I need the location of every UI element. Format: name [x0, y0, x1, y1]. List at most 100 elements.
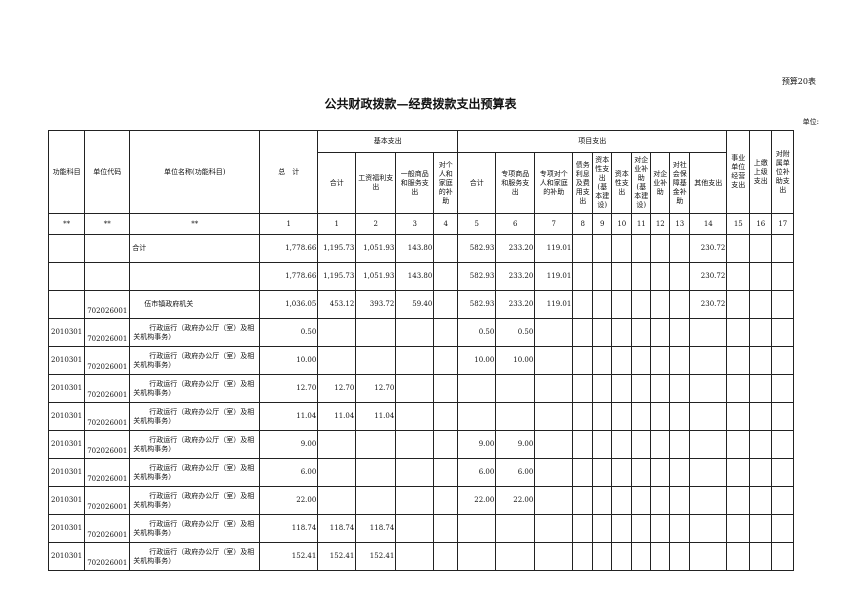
unit-name-cell: 行政运行（政府办公厅（室）及相关机构事务） — [129, 514, 261, 543]
value-cell — [534, 542, 574, 571]
column-number: 6 — [495, 213, 536, 235]
table-row: 2010301 702026001 行政运行（政府办公厅（室）及相关机构事务） 9.0… — [47, 430, 795, 459]
header-other-2: 对附属单位补助支出 — [771, 130, 795, 214]
value-cell — [355, 430, 397, 459]
value-cell — [650, 430, 671, 459]
value-cell: 230.72 — [689, 290, 728, 319]
unit-name-cell — [129, 262, 261, 291]
value-cell — [611, 486, 633, 515]
table-row: 合计 1,778.66 1,195.73 1,051.93 143.80 582.93 23… — [47, 234, 795, 263]
value-cell — [771, 346, 795, 375]
header-other-1: 上缴上级支出 — [749, 130, 773, 214]
value-cell: 118.74 — [259, 514, 319, 543]
value-cell: 119.01 — [534, 234, 574, 263]
header-project-7: 对企业补助 — [650, 152, 671, 214]
header-project-2: 专项对个人和家庭的补助 — [534, 152, 574, 214]
value-cell: 152.41 — [317, 542, 357, 571]
unit-code-cell: 702026001 — [84, 318, 131, 347]
value-cell: 22.00 — [495, 486, 536, 515]
value-cell: 10.00 — [457, 346, 497, 375]
unit-name-cell: 行政运行（政府办公厅（室）及相关机构事务） — [129, 542, 261, 571]
value-cell: 1,195.73 — [317, 234, 357, 263]
value-cell: 12.70 — [317, 374, 357, 403]
value-cell — [395, 346, 435, 375]
value-cell: 582.93 — [457, 234, 497, 263]
value-cell — [433, 346, 459, 375]
value-cell — [592, 402, 613, 431]
value-cell — [771, 262, 795, 291]
value-cell — [726, 486, 751, 515]
value-cell — [611, 290, 633, 319]
value-cell — [749, 290, 773, 319]
unit-code-cell: 702026001 — [84, 290, 131, 319]
value-cell — [457, 402, 497, 431]
value-cell — [611, 458, 633, 487]
value-cell: 582.93 — [457, 262, 497, 291]
value-cell — [395, 514, 435, 543]
table-row: 2010301 702026001 行政运行（政府办公厅（室）及相关机构事务） 11.… — [47, 402, 795, 431]
value-cell — [457, 374, 497, 403]
table-row: 702026001 伍市镇政府机关 1,036.05 453.12 393.72 59.4… — [47, 290, 795, 319]
value-cell — [395, 402, 435, 431]
value-cell — [749, 234, 773, 263]
value-cell — [726, 290, 751, 319]
value-cell — [534, 346, 574, 375]
header-func: 功能科目 — [47, 130, 86, 214]
value-cell — [749, 458, 773, 487]
func-code-cell — [47, 262, 86, 291]
value-cell — [534, 430, 574, 459]
value-cell — [534, 402, 574, 431]
table-row: 2010301 702026001 行政运行（政府办公厅（室）及相关机构事务） 118… — [47, 514, 795, 543]
value-cell — [749, 402, 773, 431]
value-cell: 1,778.66 — [259, 262, 319, 291]
header-basic: 基本支出 — [317, 130, 459, 153]
value-cell — [395, 374, 435, 403]
header-basic-0: 合计 — [317, 152, 357, 214]
unit-code-cell: 702026001 — [84, 346, 131, 375]
value-cell: 233.20 — [495, 234, 536, 263]
page-title: 公共财政拨款—经费拨款支出预算表 — [324, 97, 517, 111]
value-cell — [572, 402, 594, 431]
value-cell — [726, 402, 751, 431]
value-cell — [650, 262, 671, 291]
unit-code-cell: 702026001 — [84, 458, 131, 487]
value-cell — [631, 374, 652, 403]
value-cell — [631, 402, 652, 431]
value-cell — [726, 430, 751, 459]
value-cell — [355, 458, 397, 487]
value-cell: 0.50 — [457, 318, 497, 347]
value-cell — [689, 374, 728, 403]
value-cell: 119.01 — [534, 262, 574, 291]
value-cell — [771, 234, 795, 263]
unit-name-cell: 行政运行（政府办公厅（室）及相关机构事务） — [129, 318, 261, 347]
value-cell: 59.40 — [395, 290, 435, 319]
value-cell — [611, 514, 633, 543]
value-cell: 0.50 — [495, 318, 536, 347]
func-code-cell: 2010301 — [47, 542, 86, 571]
value-cell — [771, 458, 795, 487]
value-cell — [631, 234, 652, 263]
value-cell — [669, 374, 691, 403]
value-cell — [669, 234, 691, 263]
value-cell — [611, 374, 633, 403]
value-cell — [689, 542, 728, 571]
value-cell: 0.50 — [259, 318, 319, 347]
unit-code-cell: 702026001 — [84, 430, 131, 459]
value-cell: 9.00 — [457, 430, 497, 459]
value-cell — [592, 458, 613, 487]
func-code-cell: 2010301 — [47, 458, 86, 487]
header-basic-3: 对个人和家庭的补助 — [433, 152, 459, 214]
unit-name-cell: 行政运行（政府办公厅（室）及相关机构事务） — [129, 402, 261, 431]
value-cell — [771, 542, 795, 571]
unit-code-cell: 702026001 — [84, 374, 131, 403]
header-basic-1: 工资福利支出 — [355, 152, 397, 214]
value-cell: 10.00 — [495, 346, 536, 375]
func-code-cell: 2010301 — [47, 430, 86, 459]
value-cell — [355, 318, 397, 347]
table-row: 2010301 702026001 行政运行（政府办公厅（室）及相关机构事务） 152… — [47, 542, 795, 571]
value-cell — [433, 458, 459, 487]
value-cell: 1,195.73 — [317, 262, 357, 291]
func-code-cell — [47, 234, 86, 263]
value-cell — [534, 486, 574, 515]
value-cell — [611, 262, 633, 291]
